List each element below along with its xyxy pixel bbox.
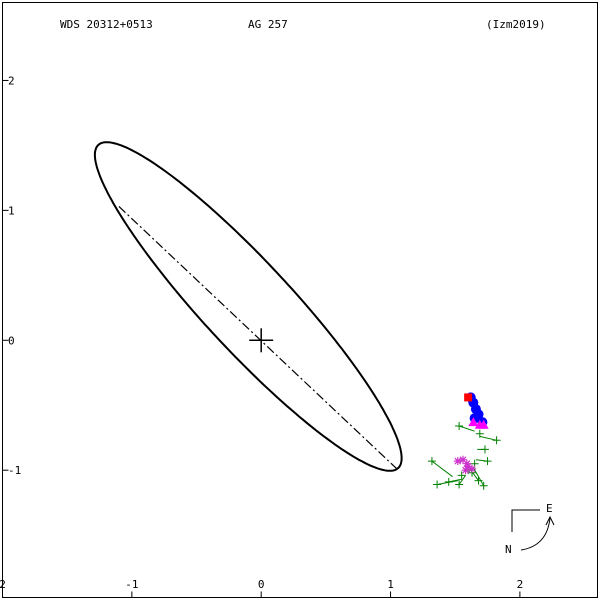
line-of-nodes	[118, 206, 399, 471]
square-point	[464, 393, 473, 402]
header-discoverer: AG 257	[248, 18, 288, 31]
asterisk-point	[453, 457, 462, 466]
x-tick-label: 1	[387, 578, 394, 591]
y-tick-label: 2	[8, 74, 15, 87]
plus-point	[492, 436, 501, 445]
asterisk-point	[458, 455, 467, 464]
x-tick-label: 2	[517, 578, 524, 591]
y-tick-label: 0	[8, 334, 15, 347]
residual-line	[431, 460, 453, 478]
plus-point	[433, 480, 442, 489]
north-label: N	[505, 543, 512, 556]
plus-point	[483, 457, 492, 466]
orbit-layer	[93, 141, 403, 472]
x-tick-label: 0	[258, 578, 265, 591]
asterisk-point	[468, 464, 477, 473]
axis-ticks: 2 -1 0 1 2 -1 0 1 2	[0, 74, 524, 598]
plus-point	[455, 480, 464, 489]
observation-marks	[427, 392, 501, 490]
plus-point	[480, 445, 489, 454]
plus-point	[479, 481, 488, 490]
residual-line	[479, 435, 497, 441]
residual-line	[458, 425, 475, 432]
orbit-ellipse	[93, 141, 403, 472]
plus-point	[444, 477, 453, 486]
triangle-point	[468, 417, 479, 427]
plus-point	[427, 457, 436, 466]
orientation-key-axes	[511, 509, 540, 532]
orientation-key: E N	[505, 502, 555, 556]
plus-point	[455, 422, 464, 431]
y-tick-label: 1	[8, 204, 15, 217]
header-wds-id: WDS 20312+0513	[60, 18, 153, 31]
plus-point	[457, 471, 466, 480]
triangle-point	[478, 419, 489, 429]
asterisk-point	[461, 466, 470, 475]
asterisk-point	[462, 459, 471, 468]
x-tick-label: -1	[125, 578, 138, 591]
y-tick-label: -1	[8, 464, 21, 477]
east-label: E	[546, 502, 553, 515]
orientation-key-arrowhead	[545, 515, 555, 526]
x-tick-label: 2	[0, 578, 6, 591]
header-reference: (Izm2019)	[486, 18, 546, 31]
asterisk-point	[464, 462, 473, 471]
orientation-key-arc	[520, 517, 551, 551]
plus-point	[474, 476, 483, 485]
residual-line	[458, 475, 466, 485]
plus-point	[475, 429, 484, 438]
